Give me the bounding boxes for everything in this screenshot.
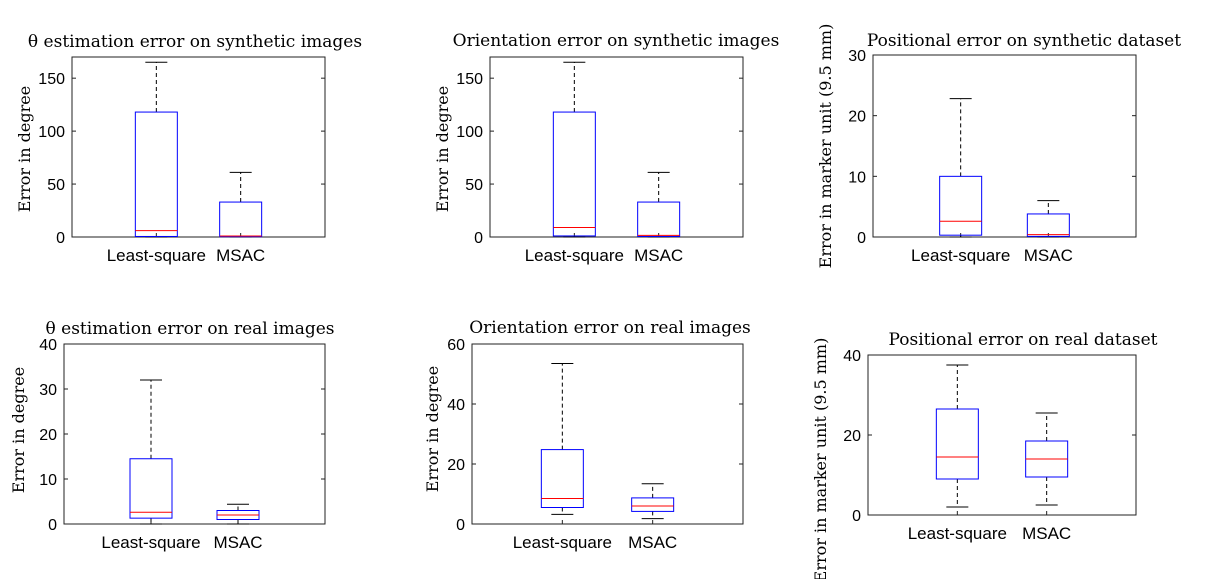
panel-5-ytick-label: 60 bbox=[447, 337, 465, 354]
panel-2-ytick-label: 150 bbox=[456, 71, 483, 88]
panel-5-y-axis-label: Error in degree bbox=[423, 366, 442, 492]
panel-4-y-axis-label: Error in degree bbox=[9, 367, 28, 493]
panel-6-title: Positional error on real dataset bbox=[888, 330, 1157, 350]
panel-6-category-label: MSAC bbox=[1022, 524, 1071, 543]
panel-4-ytick-label: 30 bbox=[39, 382, 57, 399]
panel-1-box bbox=[219, 201, 263, 238]
panel-3-category-label: Least-square bbox=[911, 246, 1010, 265]
panel-6-ytick-label: 20 bbox=[843, 428, 861, 445]
panel-1-axes-box bbox=[71, 56, 326, 238]
panel-3-title: Positional error on synthetic dataset bbox=[867, 31, 1181, 51]
panel-1-box bbox=[134, 111, 178, 237]
panel-5-box bbox=[631, 497, 675, 512]
panel-5-axes-box bbox=[471, 343, 744, 525]
panel-5-title: Orientation error on real images bbox=[469, 318, 751, 338]
panel-4-ytick-label: 40 bbox=[39, 337, 57, 354]
panel-1-ytick-label: 150 bbox=[38, 71, 65, 88]
panel-1-category-label: Least-square bbox=[107, 246, 206, 265]
panel-4-axes-box bbox=[63, 343, 326, 525]
panel-4-box bbox=[129, 458, 173, 519]
panel-4-title: θ estimation error on real images bbox=[46, 319, 335, 339]
panel-3-y-axis-label: Error in marker unit (9.5 mm) bbox=[816, 24, 835, 269]
panel-1-y-axis-label: Error in degree bbox=[15, 86, 34, 212]
panel-2-category-label: Least-square bbox=[525, 246, 624, 265]
panel-5-category-label: MSAC bbox=[628, 533, 677, 552]
panel-5-ytick-label: 40 bbox=[447, 397, 465, 414]
panel-5-category-label: Least-square bbox=[513, 533, 612, 552]
panel-2-ytick-label: 100 bbox=[456, 124, 483, 141]
panel-3-axes-box bbox=[872, 54, 1137, 238]
panel-1-ytick-label: 100 bbox=[38, 124, 65, 141]
panel-4-category-label: Least-square bbox=[101, 533, 200, 552]
panel-3-ytick-label: 10 bbox=[848, 169, 866, 186]
panel-3-category-label: MSAC bbox=[1024, 246, 1073, 265]
panel-3-ytick-label: 0 bbox=[857, 230, 866, 247]
panel-2-y-axis-label: Error in degree bbox=[433, 86, 452, 212]
panel-4-category-label: MSAC bbox=[213, 533, 262, 552]
panel-1-ytick-label: 0 bbox=[56, 230, 65, 247]
panel-6-box bbox=[935, 408, 979, 480]
panel-3-box bbox=[939, 175, 983, 236]
panel-1-ytick-label: 50 bbox=[47, 177, 65, 194]
panel-2-axes-box bbox=[489, 56, 744, 238]
panel-4-ytick-label: 10 bbox=[39, 472, 57, 489]
panel-2-category-label: MSAC bbox=[634, 246, 683, 265]
panel-5-ytick-label: 20 bbox=[447, 457, 465, 474]
panel-2-ytick-label: 50 bbox=[465, 177, 483, 194]
panel-5-box bbox=[540, 449, 584, 509]
panel-1-title: θ estimation error on synthetic images bbox=[28, 32, 362, 52]
panel-2-box bbox=[552, 111, 596, 237]
panel-2-ytick-label: 0 bbox=[474, 230, 483, 247]
panel-6-category-label: Least-square bbox=[908, 524, 1007, 543]
panel-6-ytick-label: 0 bbox=[852, 508, 861, 525]
panel-5-ytick-label: 0 bbox=[456, 517, 465, 534]
panel-6-y-axis-label: Error in marker unit (9.5 mm) bbox=[811, 338, 830, 579]
panel-2-title: Orientation error on synthetic images bbox=[453, 31, 780, 51]
panel-6-ytick-label: 40 bbox=[843, 348, 861, 365]
panel-1-category-label: MSAC bbox=[216, 246, 265, 265]
panel-4-ytick-label: 20 bbox=[39, 427, 57, 444]
panel-3-box bbox=[1026, 213, 1070, 237]
panel-6-axes-box bbox=[867, 354, 1137, 516]
panel-2-box bbox=[637, 201, 681, 237]
panel-4-ytick-label: 0 bbox=[48, 517, 57, 534]
panel-3-ytick-label: 20 bbox=[848, 109, 866, 126]
panel-3-ytick-label: 30 bbox=[848, 48, 866, 65]
